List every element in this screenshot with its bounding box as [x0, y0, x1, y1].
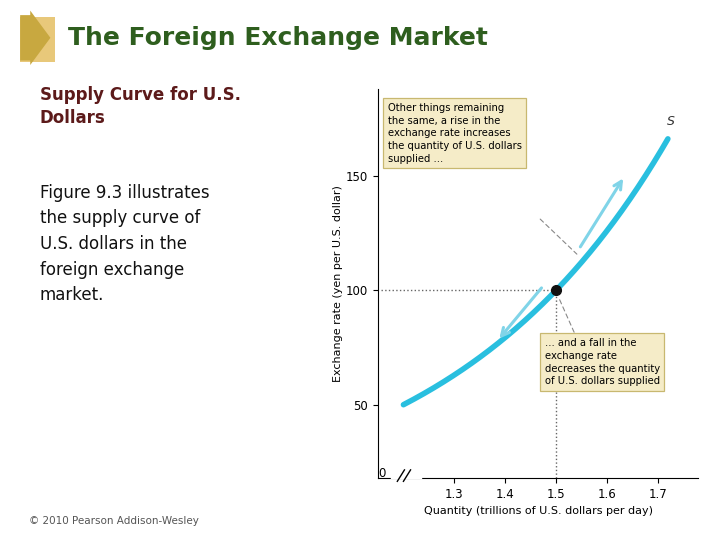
Text: The Foreign Exchange Market: The Foreign Exchange Market: [68, 26, 488, 50]
FancyArrow shape: [20, 11, 50, 65]
X-axis label: Quantity (trillions of U.S. dollars per day): Quantity (trillions of U.S. dollars per …: [423, 506, 653, 516]
Text: 0: 0: [379, 467, 386, 480]
Text: S: S: [667, 114, 675, 127]
FancyBboxPatch shape: [20, 17, 55, 62]
Text: © 2010 Pearson Addison-Wesley: © 2010 Pearson Addison-Wesley: [29, 516, 199, 526]
Text: Supply Curve for U.S.
Dollars: Supply Curve for U.S. Dollars: [40, 86, 240, 126]
Y-axis label: Exchange rate (yen per U.S. dollar): Exchange rate (yen per U.S. dollar): [333, 185, 343, 382]
Text: ... and a fall in the
exchange rate
decreases the quantity
of U.S. dollars suppl: ... and a fall in the exchange rate decr…: [544, 338, 660, 386]
Text: Other things remaining
the same, a rise in the
exchange rate increases
the quant: Other things remaining the same, a rise …: [387, 103, 521, 164]
Text: Figure 9.3 illustrates
the supply curve of
U.S. dollars in the
foreign exchange
: Figure 9.3 illustrates the supply curve …: [40, 184, 210, 305]
